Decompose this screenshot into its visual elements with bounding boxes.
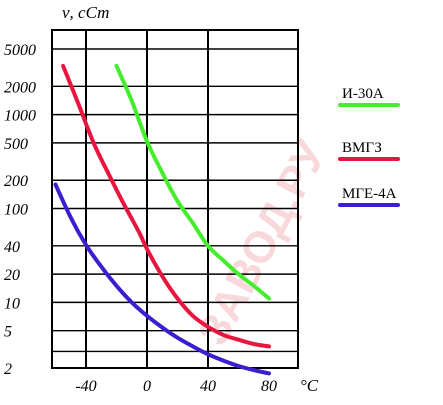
- y-tick-label: 5000: [4, 42, 36, 59]
- series-line-1: [114, 63, 271, 301]
- y-tick-label: 2: [4, 361, 12, 378]
- y-tick-label: 500: [4, 136, 28, 153]
- y-tick-label: 20: [4, 267, 20, 284]
- y-tick-label: 10: [4, 295, 20, 312]
- tick-labels: 5000 2000 1000 500 200 100 40 20 10 5 2 -40 0 40 80: [4, 42, 277, 395]
- y-tick-label: 1000: [4, 108, 36, 125]
- y-axis-label: ν, сСт: [62, 3, 109, 22]
- y-tick-label: 2000: [4, 79, 36, 96]
- watermark: ЗАВОД.РУ: [188, 133, 336, 354]
- y-tick-label: 200: [4, 173, 28, 190]
- legend: И-30А ВМГЗ МГЕ-4А: [338, 86, 400, 207]
- legend-label: МГЕ-4А: [342, 186, 397, 202]
- legend-label: И-30А: [342, 86, 384, 102]
- x-tick-label: 40: [200, 378, 216, 395]
- plot-frame: [51, 29, 299, 369]
- series-lines: [53, 63, 271, 376]
- series-line-2: [61, 63, 271, 349]
- legend-label: ВМГЗ: [342, 140, 382, 156]
- y-tick-label: 5: [4, 324, 12, 341]
- y-tick-label: 40: [4, 239, 20, 256]
- x-tick-label: -40: [75, 378, 96, 395]
- x-axis-label: °C: [300, 376, 319, 395]
- x-tick-label: 0: [143, 378, 151, 395]
- y-tick-label: 100: [4, 202, 28, 219]
- grid: [51, 29, 299, 369]
- x-tick-label: 80: [261, 378, 277, 395]
- series-line-3: [53, 182, 271, 376]
